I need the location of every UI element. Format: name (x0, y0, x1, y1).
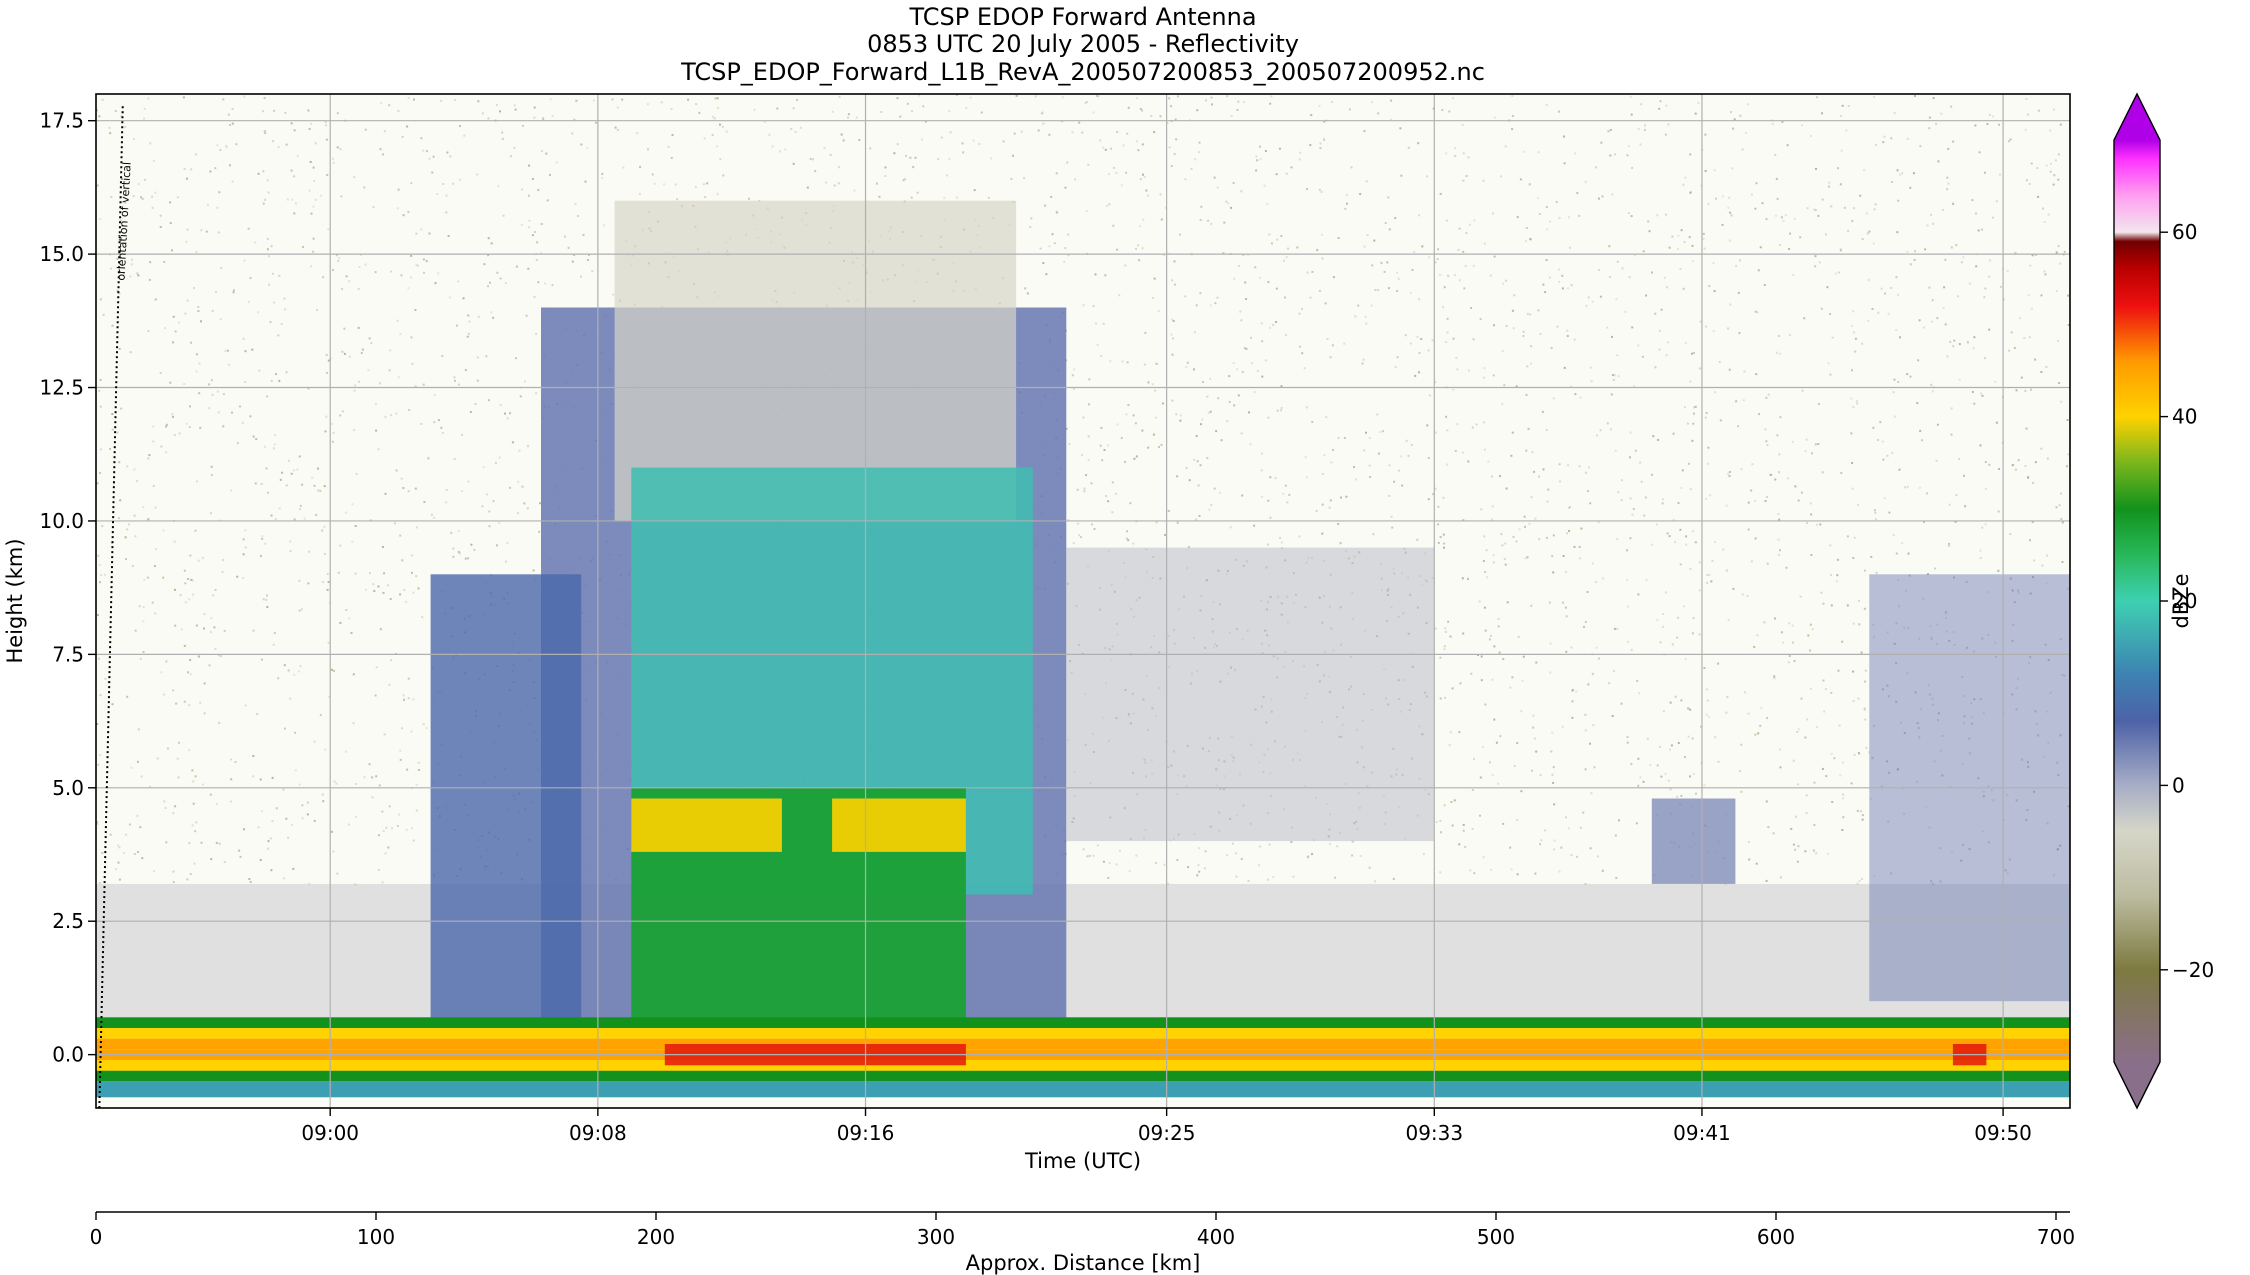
distance-tick-label: 500 (1477, 1225, 1515, 1249)
noise-speckle (96, 94, 2070, 886)
distance-tick-label: 400 (1197, 1225, 1235, 1249)
orientation-line (98, 104, 124, 1109)
y-tick-label: 2.5 (52, 909, 84, 933)
y-axis: 0.0 2.5 5.0 7.5 10.0 12.5 15.0 17.5 (39, 109, 96, 1067)
distance-tick-label: 300 (917, 1225, 955, 1249)
chart-title-line-2: 0853 UTC 20 July 2005 - Reflectivity (867, 30, 1299, 58)
bright-band-1 (631, 798, 782, 852)
orientation-annotation: orientation of vertical (114, 162, 133, 281)
distance-tick-label: 200 (637, 1225, 675, 1249)
x-tick-label: 09:16 (837, 1121, 895, 1145)
colorbar-tick-label: −20 (2172, 958, 2214, 982)
x-tick-label: 09:00 (301, 1121, 359, 1145)
x-axis: 09:00 09:08 09:16 09:25 09:33 09:41 09:50 (301, 1108, 2032, 1145)
surface-band (96, 1070, 2070, 1082)
anvil-fragment (1651, 798, 1736, 884)
gridlines (96, 94, 2070, 1108)
y-tick-label: 5.0 (52, 776, 84, 800)
colorbar-body (2114, 140, 2160, 1062)
distance-axis: 0 100 200 300 400 500 600 700 (90, 1211, 2075, 1249)
x-tick-label: 09:08 (569, 1121, 627, 1145)
distance-tick-label: 700 (2037, 1225, 2075, 1249)
colorbar-tick-label: 40 (2172, 405, 2197, 429)
x-tick-label: 09:41 (1673, 1121, 1731, 1145)
x-tick-label: 09:50 (1974, 1121, 2032, 1145)
surface-band (96, 1060, 2070, 1071)
y-tick-label: 15.0 (39, 242, 84, 266)
surface-band (96, 1027, 2070, 1039)
colorbar-ticks: −20 0 20 40 60 (2160, 220, 2214, 982)
surface-band (96, 1038, 2070, 1050)
plot-frame (95, 93, 2071, 1109)
distance-tick-label: 0 (90, 1225, 103, 1249)
y-tick-label: 17.5 (39, 109, 84, 133)
colorbar-label: dBZe (2169, 573, 2193, 628)
surface-band (96, 1017, 2070, 1028)
trailing-cloud (1066, 547, 1435, 842)
chart-title-line-1: TCSP EDOP Forward Antenna (908, 3, 1256, 31)
reflectivity-plot: orientation of vertical (95, 93, 2071, 1109)
chart-title-line-3: TCSP_EDOP_Forward_L1B_RevA_200507200853_… (680, 58, 1485, 86)
y-tick-label: 7.5 (52, 642, 84, 666)
y-tick-label: 12.5 (39, 376, 84, 400)
colorbar-outline (2113, 92, 2161, 1110)
colorbar-tick-label: 20 (2172, 589, 2197, 613)
x-axis-label: Time (UTC) (1024, 1149, 1141, 1173)
distance-tick-label: 600 (1757, 1225, 1795, 1249)
distance-axis-label: Approx. Distance [km] (966, 1251, 1201, 1275)
x-tick-label: 09:33 (1405, 1121, 1463, 1145)
colorbar: −20 0 20 40 60 (2113, 92, 2214, 1110)
surface-band (96, 1081, 2070, 1098)
left-convection (430, 574, 582, 1023)
clutter-layer (96, 883, 2070, 1023)
colorbar-extend-top (2114, 94, 2160, 140)
bright-band-2 (832, 798, 966, 852)
colorbar-tick-label: 0 (2172, 773, 2185, 797)
distance-tick-label: 100 (357, 1225, 395, 1249)
y-tick-label: 10.0 (39, 509, 84, 533)
y-axis-label: Height (km) (3, 538, 27, 663)
x-tick-label: 09:25 (1138, 1121, 1196, 1145)
y-tick-label: 0.0 (52, 1043, 84, 1067)
colorbar-tick-label: 60 (2172, 220, 2197, 244)
colorbar-extend-bottom (2114, 1062, 2160, 1108)
